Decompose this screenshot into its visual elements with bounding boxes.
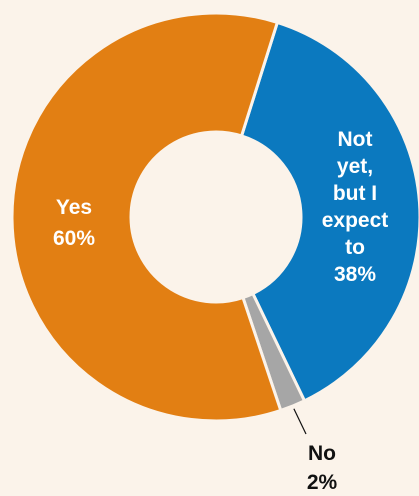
data-label-no: No 2% (307, 442, 338, 494)
data-label-line: yet, (337, 155, 373, 178)
data-label-not: Not yet, but I expect to 38% (322, 128, 389, 286)
data-label-line: No (308, 442, 336, 465)
data-label-line: 2% (307, 471, 338, 494)
data-label-line: but I (333, 182, 377, 205)
data-label-yes: Yes 60% (53, 196, 95, 250)
data-label-line: to (345, 236, 365, 259)
data-label-line: expect (322, 209, 389, 232)
leader-line-no (293, 408, 307, 435)
data-label-line: Not (338, 128, 373, 151)
data-label-line: 38% (334, 263, 376, 286)
data-label-line: Yes (56, 196, 92, 219)
slice-yes (10, 11, 283, 423)
data-label-line: 60% (53, 227, 95, 250)
slice-not (239, 20, 419, 403)
